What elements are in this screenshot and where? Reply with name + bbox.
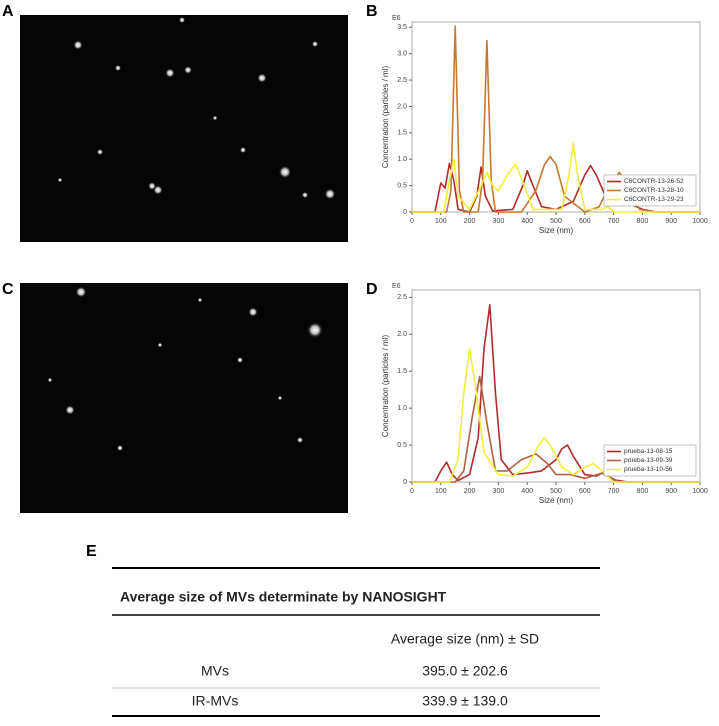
y-tick-label: 1.5	[397, 368, 407, 375]
particle	[157, 342, 163, 348]
panel-label: D	[366, 281, 378, 298]
y-tick-label: 1.0	[397, 156, 407, 163]
y-axis-label: Concentration (particles / ml)	[381, 335, 390, 438]
cell: IR-MVs	[192, 693, 239, 709]
x-tick-label: 800	[637, 488, 649, 495]
particle	[96, 148, 104, 156]
x-tick-label: 400	[521, 218, 533, 225]
y-tick-label: 0.5	[397, 442, 407, 449]
legend-label: C6CONTR-13-28-10	[624, 187, 684, 194]
legend-label: prueba-13-10-56	[624, 466, 673, 473]
x-tick-label: 500	[550, 488, 562, 495]
cell: MVs	[201, 663, 229, 679]
x-tick-label: 900	[665, 488, 677, 495]
x-tick-label: 300	[493, 488, 505, 495]
y-axis-label: Concentration (particles / ml)	[381, 66, 390, 169]
y-tick-label: 2.0	[397, 331, 407, 338]
y-tick-label: 1.0	[397, 405, 407, 412]
particle	[248, 307, 258, 317]
line	[412, 375, 700, 483]
particle	[257, 73, 267, 83]
y-tick-label: 0.5	[397, 182, 407, 189]
chart: 0 0.5 1.0 1.5 2.0 2.5 3.0 3.5 0 100 200 300 400 500 60…	[381, 15, 708, 235]
x-tick-label: 500	[550, 218, 562, 225]
x-tick-label: 1000	[692, 218, 708, 225]
x-tick-label: 800	[637, 218, 649, 225]
particle	[148, 182, 156, 190]
chart: 0 0.5 1.0 1.5 2.0 2.5 0 100 200 300 400 500 600 700 80…	[381, 283, 708, 505]
particle	[65, 405, 75, 415]
x-tick-label: 400	[521, 488, 533, 495]
particle	[75, 286, 87, 298]
particle	[239, 146, 247, 154]
x-axis-label: Size (nm)	[539, 226, 574, 235]
legend-label: prueba-13-09-39	[624, 457, 673, 464]
particle	[307, 322, 323, 338]
cell: 395.0 ± 202.6	[422, 663, 508, 679]
particle	[57, 177, 63, 183]
table-title: Average size of MVs determinate by NANOS…	[120, 589, 447, 605]
particle	[236, 356, 244, 364]
cell: 339.9 ± 139.0	[422, 693, 508, 709]
panel-label: A	[2, 3, 14, 20]
particle	[212, 115, 218, 121]
panel-label: E	[86, 543, 97, 560]
x-tick-label: 200	[464, 488, 476, 495]
y-tick-label: 2.5	[397, 294, 407, 301]
particle	[165, 68, 175, 78]
x-tick-label: 100	[435, 218, 447, 225]
micrograph	[20, 283, 348, 513]
particle	[178, 16, 186, 24]
particle	[296, 436, 304, 444]
x-tick-label: 0	[410, 488, 414, 495]
particle	[116, 444, 124, 452]
particle	[278, 165, 292, 179]
particle	[277, 395, 283, 401]
y-tick-label: 2.5	[397, 77, 407, 84]
particle	[301, 191, 309, 199]
particle	[184, 66, 192, 74]
header: Average size (nm) ± SD	[391, 631, 539, 647]
legend-label: prueba-13-08-15	[624, 448, 673, 455]
y-tick-label: 3.5	[397, 24, 407, 31]
y-tick-label: 3.0	[397, 51, 407, 58]
particles	[47, 16, 336, 452]
y-tick-label: 0	[403, 479, 407, 486]
panel-label: B	[366, 3, 378, 20]
legend-label: C6CONTR-13-26-52	[624, 178, 684, 185]
x-tick-label: 200	[464, 218, 476, 225]
y-tick-label: 1.5	[397, 130, 407, 137]
x-tick-label: 900	[665, 218, 677, 225]
line	[412, 25, 700, 213]
x-tick-label: 300	[493, 218, 505, 225]
x-tick-label: 600	[579, 218, 591, 225]
micrograph	[20, 15, 348, 242]
panel-label: C	[2, 281, 14, 298]
particle	[73, 40, 83, 50]
x-tick-label: 600	[579, 488, 591, 495]
x-tick-label: 700	[608, 218, 620, 225]
particle	[324, 188, 336, 200]
x-tick-label: 700	[608, 488, 620, 495]
y-tick-label: 2.0	[397, 103, 407, 110]
y-tick-label: 0	[403, 209, 407, 216]
particle	[197, 297, 203, 303]
unit-label: E6	[392, 15, 401, 22]
particle	[311, 40, 319, 48]
particle	[114, 64, 122, 72]
line	[412, 142, 700, 213]
x-tick-label: 0	[410, 218, 414, 225]
x-tick-label: 1000	[692, 488, 708, 495]
particle	[47, 377, 53, 383]
x-axis-label: Size (nm)	[539, 496, 574, 505]
unit-label: E6	[392, 283, 401, 290]
line	[412, 348, 700, 483]
legend-label: C6CONTR-13-29-23	[624, 196, 684, 203]
x-tick-label: 100	[435, 488, 447, 495]
table: Average size of MVs determinate by NANOS…	[112, 567, 600, 717]
